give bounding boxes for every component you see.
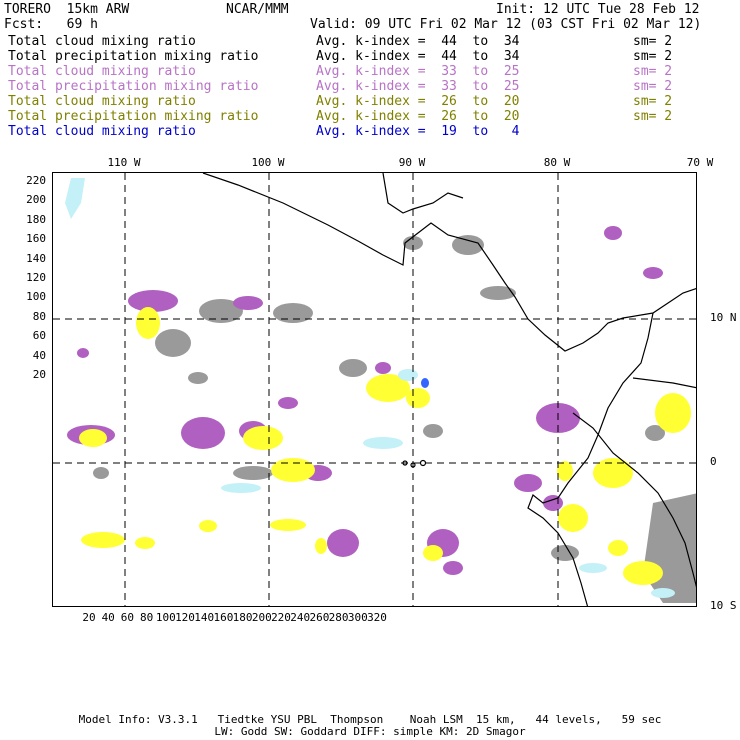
graticule [53,173,696,606]
grid-y-label: 20 [32,368,46,381]
grid-x-label: 240 [290,611,311,624]
legend-row: Total cloud mixing ratio Avg. k-index = 1… [8,124,738,139]
grid-x-label: 160 [213,611,234,624]
legend-index: Avg. k-index = 19 to 4 [316,124,520,139]
legend-index: Avg. k-index = 44 to 34 [316,49,520,64]
legend-smoothing: sm= 2 [633,94,673,109]
grid-y-label: 200 [26,193,46,207]
grid-y-label: 40 [32,348,46,362]
gray-cloud-areas [93,235,696,603]
longitude-label: 100 W [251,156,285,169]
legend-name: Total cloud mixing ratio [8,34,196,49]
longitude-label: 90 W [398,156,426,169]
grid-y-label: 160 [26,232,46,246]
legend-name: Total cloud mixing ratio [8,64,196,79]
grid-x-label: 260 [309,611,330,624]
legend-index: Avg. k-index = 44 to 34 [316,34,520,49]
legend-smoothing: sm= 2 [633,79,673,94]
grid-x-label: 300 [347,611,368,624]
grid-y-label: 140 [26,251,46,265]
legend-smoothing: sm= 2 [633,34,673,49]
legend-name: Total precipitation mixing ratio [8,49,259,64]
latitude-label: 10 N [710,311,737,324]
map-panel [52,172,697,607]
legend-name: Total cloud mixing ratio [8,124,196,139]
legend-smoothing: sm= 2 [633,64,673,79]
legend-row: Total cloud mixing ratio Avg. k-index = 3… [8,64,738,79]
blue-cloud-area [421,378,429,388]
grid-x-label: 20 [82,611,96,624]
legend-smoothing: sm= 2 [633,109,673,124]
forecast-hour: Fcst: 69 h [4,17,98,32]
organization: NCAR/MMM [226,2,289,17]
grid-x-label: 180 [232,611,253,624]
grid-x-label: 80 [139,611,154,624]
legend-smoothing: sm= 2 [633,49,673,64]
legend-row: Total cloud mixing ratio Avg. k-index = 2… [8,94,738,109]
yellow-cloud-areas [79,307,691,585]
legend-name: Total precipitation mixing ratio [8,79,259,94]
grid-x-label: 120 [175,611,195,624]
legend-index: Avg. k-index = 26 to 20 [316,109,520,124]
legend-row: Total precipitation mixing ratio Avg. k-i… [8,49,738,64]
grid-x-label: 320 [367,611,387,624]
legend-name: Total precipitation mixing ratio [8,109,259,124]
latitude-label: 10 S [710,599,737,612]
legend-index: Avg. k-index = 33 to 25 [316,64,520,79]
longitude-label: 110 W [107,156,141,169]
grid-y-label: 80 [32,309,46,323]
grid-x-label: 200 [251,611,272,624]
grid-x-label: 220 [271,611,291,624]
legend-index: Avg. k-index = 26 to 20 [316,94,520,109]
grid-x-label: 280 [328,611,349,624]
cyan-precip-areas [65,178,675,598]
model-title: TORERO 15km ARW [4,2,130,17]
legend-index: Avg. k-index = 33 to 25 [316,79,520,94]
grid-y-label: 220 [26,174,46,187]
grid-y-label: 60 [32,329,46,343]
grid-x-label: 100 [155,611,176,624]
cloud-fields [65,178,696,603]
legend-row: Total precipitation mixing ratio Avg. k-i… [8,109,738,124]
grid-x-label: 140 [194,611,215,624]
latitude-label: 0 [710,455,717,468]
legend-row: Total precipitation mixing ratio Avg. k-i… [8,79,738,94]
map-canvas [53,173,696,606]
grid-y-label: 120 [26,271,46,284]
grid-x-label: 40 [101,611,115,624]
longitude-label: 70 W [686,156,714,169]
grid-y-label: 100 [26,290,46,304]
physics-info: LW: Godd SW: Goddard DIFF: simple KM: 2D… [214,725,526,738]
grid-x-label: 60 [120,611,135,624]
valid-time: Valid: 09 UTC Fri 02 Mar 12 (03 CST Fri … [310,17,702,32]
legend-row: Total cloud mixing ratio Avg. k-index = 4… [8,34,738,49]
longitude-label: 80 W [543,156,571,169]
legend-name: Total cloud mixing ratio [8,94,196,109]
model-info: Model Info: V3.3.1 Tiedtke YSU PBL Thomp… [78,713,662,726]
init-time: Init: 12 UTC Tue 28 Feb 12 [496,2,700,17]
grid-y-label: 180 [26,212,46,226]
